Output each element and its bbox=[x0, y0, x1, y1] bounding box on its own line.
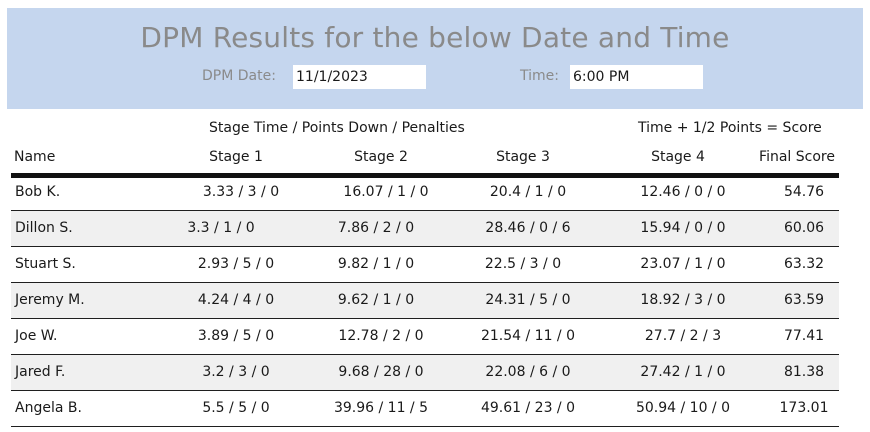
cell-final-score: 77.41 bbox=[783, 328, 825, 344]
date-label: DPM Date: bbox=[202, 68, 276, 84]
table-row: Jared F. 3.2 / 3 / 0 9.68 / 28 / 0 22.08… bbox=[11, 355, 839, 391]
cell-stage-4: 15.94 / 0 / 0 bbox=[640, 220, 726, 236]
cell-final-score: 60.06 bbox=[783, 220, 825, 236]
cell-stage-1: 2.93 / 5 / 0 bbox=[197, 256, 275, 272]
cell-stage-2: 39.96 / 11 / 5 bbox=[333, 400, 429, 416]
cell-name: Bob K. bbox=[15, 184, 61, 200]
cell-final-score: 173.01 bbox=[779, 400, 829, 416]
cell-stage-2: 7.86 / 2 / 0 bbox=[337, 220, 415, 236]
cell-final-score: 81.38 bbox=[783, 364, 825, 380]
time-field[interactable]: 6:00 PM bbox=[570, 65, 703, 89]
cell-stage-2: 12.78 / 2 / 0 bbox=[338, 328, 424, 344]
cell-final-score: 63.32 bbox=[783, 256, 825, 272]
table-row: Jeremy M. 4.24 / 4 / 0 9.62 / 1 / 0 24.3… bbox=[11, 283, 839, 319]
cell-stage-3: 20.4 / 1 / 0 bbox=[489, 184, 567, 200]
cell-name: Joe W. bbox=[15, 328, 58, 344]
cell-stage-2: 9.68 / 28 / 0 bbox=[338, 364, 424, 380]
cell-stage-1: 3.3 / 1 / 0 bbox=[187, 220, 255, 236]
table-row: Angela B. 5.5 / 5 / 0 39.96 / 11 / 5 49.… bbox=[11, 391, 839, 427]
date-field[interactable]: 11/1/2023 bbox=[293, 65, 426, 89]
report-header: DPM Results for the below Date and Time … bbox=[7, 8, 863, 109]
cell-stage-3: 24.31 / 5 / 0 bbox=[485, 292, 571, 308]
cell-stage-4: 27.42 / 1 / 0 bbox=[640, 364, 726, 380]
cell-final-score: 54.76 bbox=[783, 184, 825, 200]
header-divider bbox=[11, 173, 839, 178]
cell-stage-4: 12.46 / 0 / 0 bbox=[640, 184, 726, 200]
table-row: Stuart S. 2.93 / 5 / 0 9.82 / 1 / 0 22.5… bbox=[11, 247, 839, 283]
cell-stage-2: 16.07 / 1 / 0 bbox=[343, 184, 429, 200]
cell-name: Jeremy M. bbox=[15, 292, 85, 308]
col-header-final-score: Final Score bbox=[759, 149, 835, 165]
cell-name: Jared F. bbox=[15, 364, 66, 380]
col-header-stage-3: Stage 3 bbox=[496, 149, 550, 165]
cell-stage-1: 3.2 / 3 / 0 bbox=[202, 364, 270, 380]
cell-stage-4: 50.94 / 10 / 0 bbox=[635, 400, 731, 416]
col-header-stage-4: Stage 4 bbox=[651, 149, 705, 165]
col-header-stage-1: Stage 1 bbox=[209, 149, 263, 165]
cell-stage-4: 23.07 / 1 / 0 bbox=[640, 256, 726, 272]
cell-stage-1: 4.24 / 4 / 0 bbox=[197, 292, 275, 308]
stages-caption: Stage Time / Points Down / Penalties bbox=[209, 120, 465, 136]
cell-stage-2: 9.62 / 1 / 0 bbox=[337, 292, 415, 308]
score-formula-caption: Time + 1/2 Points = Score bbox=[638, 120, 822, 136]
cell-stage-3: 22.08 / 6 / 0 bbox=[485, 364, 571, 380]
cell-name: Angela B. bbox=[15, 400, 82, 416]
cell-stage-1: 3.89 / 5 / 0 bbox=[197, 328, 275, 344]
cell-stage-3: 22.5 / 3 / 0 bbox=[484, 256, 562, 272]
cell-stage-3: 21.54 / 11 / 0 bbox=[480, 328, 576, 344]
cell-stage-1: 5.5 / 5 / 0 bbox=[202, 400, 270, 416]
report-title: DPM Results for the below Date and Time bbox=[140, 21, 730, 54]
col-header-stage-2: Stage 2 bbox=[354, 149, 408, 165]
table-row: Joe W. 3.89 / 5 / 0 12.78 / 2 / 0 21.54 … bbox=[11, 319, 839, 355]
cell-stage-3: 49.61 / 23 / 0 bbox=[480, 400, 576, 416]
cell-name: Dillon S. bbox=[15, 220, 73, 236]
table-row: Bob K. 3.33 / 3 / 0 16.07 / 1 / 0 20.4 /… bbox=[11, 175, 839, 211]
cell-name: Stuart S. bbox=[15, 256, 76, 272]
time-label: Time: bbox=[520, 68, 559, 84]
cell-stage-3: 28.46 / 0 / 6 bbox=[485, 220, 571, 236]
cell-final-score: 63.59 bbox=[783, 292, 825, 308]
cell-stage-4: 27.7 / 2 / 3 bbox=[644, 328, 722, 344]
col-header-name: Name bbox=[14, 149, 56, 165]
cell-stage-2: 9.82 / 1 / 0 bbox=[337, 256, 415, 272]
cell-stage-4: 18.92 / 3 / 0 bbox=[640, 292, 726, 308]
table-row: Dillon S. 3.3 / 1 / 0 7.86 / 2 / 0 28.46… bbox=[11, 211, 839, 247]
cell-stage-1: 3.33 / 3 / 0 bbox=[202, 184, 280, 200]
